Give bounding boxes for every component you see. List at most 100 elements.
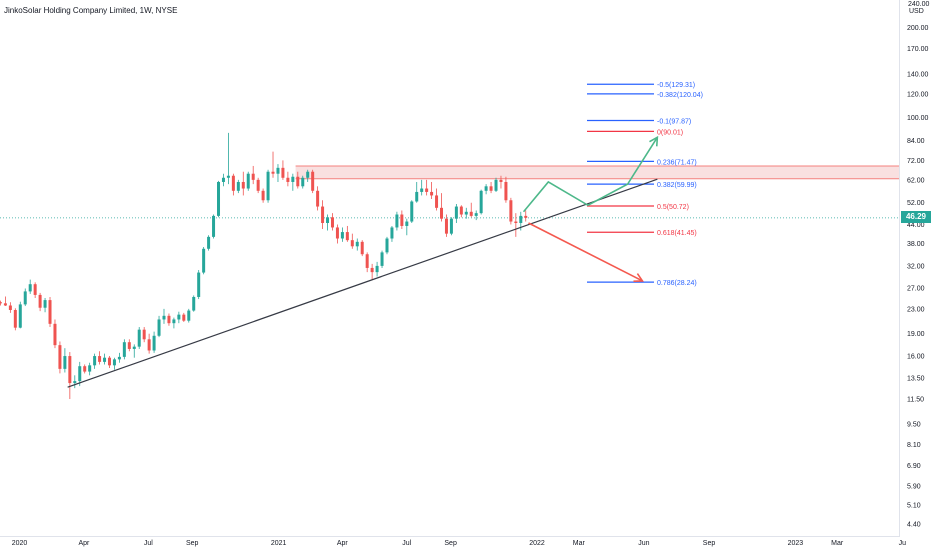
price-axis-tick-12: 27.00 — [907, 285, 925, 292]
candle-body-93 — [444, 218, 448, 234]
candle-body-45 — [207, 236, 211, 249]
candle-body-60 — [281, 167, 285, 178]
candle-body-65 — [306, 171, 310, 178]
candle-body-50 — [231, 175, 235, 191]
price-axis-tick-1: 170.00 — [907, 46, 929, 53]
price-axis-tick-10: 38.00 — [907, 241, 925, 248]
fib-level-label-2: -0.1(97.87) — [657, 118, 691, 125]
candle-body-90 — [430, 191, 434, 196]
time-axis-tick-12: 2023 — [788, 540, 804, 547]
candle-body-9 — [28, 284, 32, 292]
candle-body-86 — [410, 201, 414, 222]
time-axis-tick-7: Sep — [444, 540, 457, 547]
candle-body-52 — [241, 181, 245, 189]
time-axis-tick-3: Sep — [186, 540, 199, 547]
candle-body-108 — [519, 215, 523, 223]
time-axis-tick-14: Ju — [899, 540, 907, 547]
price-axis-tick-5: 84.00 — [907, 138, 925, 145]
candle-body-20 — [83, 366, 87, 372]
candle-body-12 — [43, 300, 47, 308]
price-axis-tick-11: 32.00 — [907, 263, 925, 270]
price-axis-tick-22: 5.10 — [907, 502, 921, 509]
candle-body-63 — [296, 176, 300, 187]
candle-body-26 — [112, 359, 116, 366]
candle-body-82 — [390, 227, 394, 239]
candle-body-4 — [3, 303, 7, 306]
candle-body-98 — [469, 211, 473, 216]
price-axis-tick-17: 11.50 — [907, 397, 924, 404]
candle-body-32 — [142, 329, 146, 340]
candle-body-28 — [122, 342, 126, 357]
candle-body-103 — [494, 179, 498, 191]
candle-body-39 — [177, 314, 181, 320]
candle-body-58 — [271, 171, 275, 174]
fib-level-label-1: -0.382(120.04) — [657, 92, 703, 99]
candle-body-97 — [464, 211, 468, 215]
candle-body-102 — [489, 186, 493, 191]
chart-title: JinkoSolar Holding Company Limited, 1W, … — [4, 6, 178, 15]
candle-body-74 — [350, 240, 354, 247]
candle-body-71 — [335, 227, 339, 239]
last-price-badge: 46.29 — [901, 211, 931, 223]
bullish-projection-arrowhead — [649, 135, 659, 147]
time-axis-tick-5: Apr — [337, 540, 349, 547]
price-axis-tick-14: 19.00 — [907, 331, 925, 338]
candle-body-57 — [266, 171, 270, 201]
candle-body-3 — [0, 302, 2, 304]
time-axis-tick-2: Jul — [144, 540, 153, 547]
candle-body-46 — [212, 215, 216, 237]
candle-body-88 — [420, 188, 424, 192]
bearish-projection-line — [528, 222, 643, 282]
price-axis-tick-3: 120.00 — [907, 91, 929, 98]
candle-body-14 — [53, 323, 57, 346]
candle-body-29 — [127, 342, 131, 349]
candle-body-104 — [499, 179, 503, 182]
candle-body-75 — [355, 241, 359, 247]
time-axis-tick-10: Jun — [638, 540, 649, 547]
candle-body-99 — [474, 213, 478, 216]
candle-body-73 — [345, 232, 349, 241]
candle-body-13 — [48, 300, 52, 324]
candle-body-105 — [504, 181, 508, 201]
candle-body-107 — [514, 221, 518, 223]
candle-body-41 — [187, 310, 191, 321]
candle-body-67 — [316, 190, 320, 207]
price-axis-tick-21: 5.90 — [907, 483, 921, 490]
candle-body-23 — [98, 356, 102, 362]
candle-body-76 — [360, 241, 364, 255]
candle-body-92 — [440, 207, 444, 219]
candle-body-62 — [291, 176, 295, 182]
candle-body-68 — [321, 206, 325, 223]
price-axis-tick-4: 100.00 — [907, 115, 929, 122]
candle-body-25 — [107, 357, 111, 366]
candle-body-81 — [385, 238, 389, 253]
candle-body-64 — [301, 177, 305, 187]
candle-body-21 — [88, 365, 92, 372]
candle-body-56 — [261, 190, 265, 201]
candle-body-54 — [251, 173, 255, 180]
candle-body-16 — [63, 356, 67, 369]
candle-body-10 — [33, 284, 37, 295]
candle-body-18 — [73, 381, 77, 384]
price-axis-tick-0: 200.00 — [907, 25, 929, 32]
candle-body-38 — [172, 319, 176, 324]
candle-body-94 — [449, 218, 453, 234]
price-axis-tick-7: 62.00 — [907, 177, 925, 184]
candle-body-17 — [68, 356, 72, 384]
candle-body-87 — [415, 191, 419, 202]
candle-body-77 — [365, 254, 369, 268]
candle-body-96 — [459, 206, 463, 215]
candle-body-95 — [454, 206, 458, 219]
candle-body-24 — [103, 357, 107, 362]
candle-body-43 — [197, 272, 201, 297]
time-axis-tick-1: Apr — [78, 540, 90, 547]
candle-body-91 — [435, 195, 439, 208]
time-axis-tick-0: 2020 — [12, 540, 28, 547]
candle-body-6 — [13, 309, 17, 328]
candle-body-106 — [509, 200, 513, 222]
candle-body-42 — [192, 296, 196, 311]
time-axis-tick-8: 2022 — [529, 540, 545, 547]
resistance-zone — [295, 165, 900, 179]
